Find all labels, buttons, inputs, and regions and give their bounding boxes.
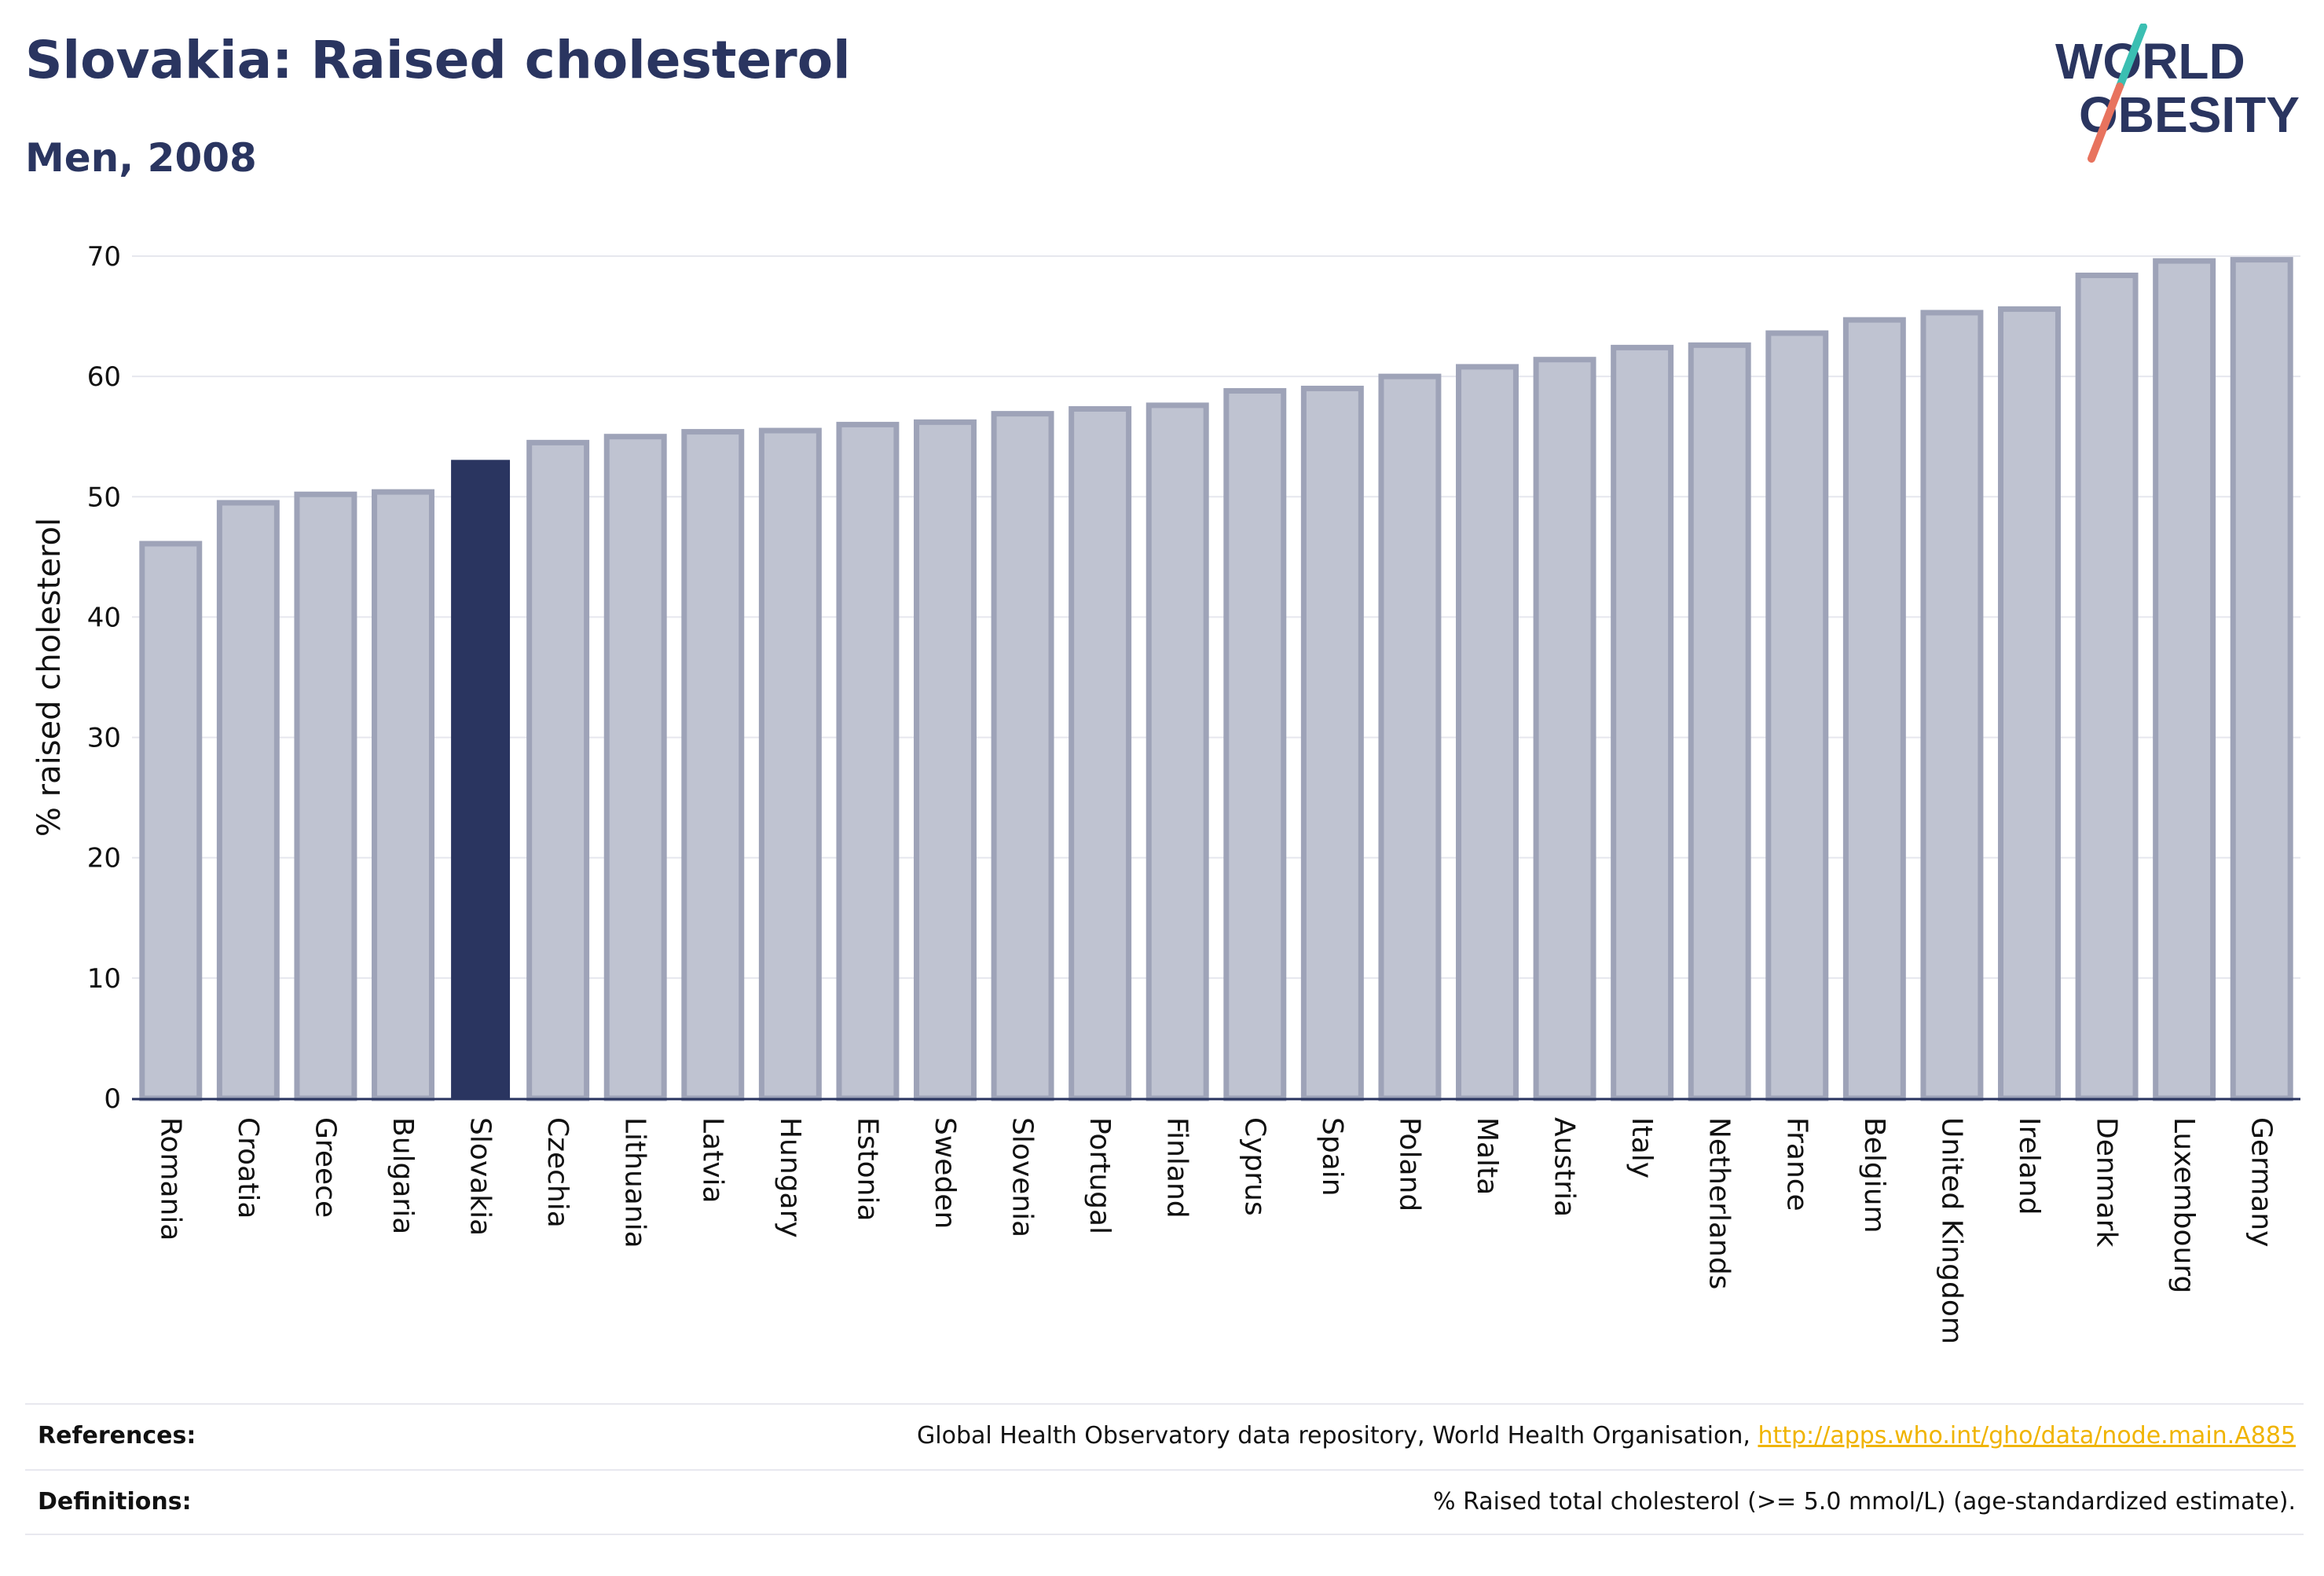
bar-latvia [681, 429, 745, 1101]
x-tick-label: Poland [1393, 1117, 1425, 1211]
references-row: References: Global Health Observatory da… [25, 1403, 2304, 1468]
bar-belgium [1842, 317, 1906, 1101]
y-tick-label: 40 [87, 602, 121, 633]
y-tick-label: 60 [87, 361, 121, 393]
references-value: Global Health Observatory data repositor… [917, 1422, 2296, 1450]
x-tick-label: Netherlands [1703, 1117, 1736, 1289]
bars [139, 257, 2293, 1101]
bar-slovakia [451, 460, 511, 1099]
x-tick-label: Lithuania [619, 1117, 651, 1248]
x-tick-label: Ireland [2013, 1117, 2045, 1215]
x-tick-label: Italy [1626, 1117, 1658, 1178]
x-tick-label: Finland [1161, 1117, 1193, 1219]
x-tick-label: Belgium [1858, 1117, 1890, 1233]
bar-united-kingdom [1920, 310, 1984, 1101]
y-tick-label: 30 [87, 723, 121, 754]
references-label: References: [38, 1422, 196, 1450]
x-tick-label: Estonia [851, 1117, 883, 1222]
x-tick-label: Slovenia [1006, 1117, 1039, 1237]
y-axis-label: % raised cholesterol [31, 518, 68, 837]
bar-hungary [758, 427, 822, 1101]
y-tick-label: 0 [104, 1083, 121, 1115]
x-tick-label: Croatia [232, 1117, 264, 1219]
references-link[interactable]: http://apps.who.int/gho/data/node.main.A… [1758, 1422, 2296, 1450]
x-tick-label: Luxembourg [2168, 1117, 2200, 1293]
x-axis-ticks: Romania Croatia Greece Bulgaria Slovakia Czec… [154, 1117, 2277, 1344]
definitions-label: Definitions: [38, 1488, 192, 1516]
x-tick-label: Spain [1316, 1117, 1348, 1197]
x-tick-label: Romania [154, 1117, 186, 1241]
bar-austria [1533, 357, 1596, 1101]
x-tick-label: Hungary [774, 1117, 806, 1238]
bar-portugal [1069, 405, 1132, 1101]
y-axis-ticks: 0 10 20 30 40 50 60 70 [87, 241, 121, 1115]
bar-romania [139, 541, 203, 1101]
bar-cyprus [1223, 388, 1287, 1101]
x-tick-label: Austria [1549, 1117, 1581, 1217]
bar-poland [1378, 373, 1442, 1101]
definitions-text: % Raised total cholesterol (>= 5.0 mmol/… [1433, 1488, 2296, 1516]
y-tick-label: 10 [87, 963, 121, 995]
logo-line1: WORLD [2055, 33, 2245, 90]
x-tick-label: Latvia [696, 1117, 728, 1204]
world-obesity-logo: WORLD OBESITY [2055, 24, 2300, 163]
bar-spain [1300, 385, 1364, 1101]
bar-france [1765, 330, 1829, 1101]
bar-slovenia [991, 411, 1054, 1101]
logo-slash-teal [2116, 24, 2147, 90]
x-tick-label: Sweden [929, 1117, 961, 1229]
bar-finland [1146, 402, 1209, 1101]
bar-ireland [1998, 306, 2061, 1101]
y-tick-label: 20 [87, 843, 121, 874]
x-tick-label: Slovakia [464, 1117, 497, 1236]
bar-germany [2230, 257, 2293, 1101]
bar-italy [1611, 344, 1674, 1101]
x-tick-label: Denmark [2091, 1117, 2123, 1248]
x-tick-label: Portugal [1083, 1117, 1116, 1234]
logo-slash-coral [2088, 82, 2124, 163]
bar-sweden [914, 419, 977, 1101]
bar-bulgaria [372, 489, 434, 1101]
x-tick-label: United Kingdom [1935, 1117, 1967, 1344]
x-tick-label: France [1780, 1117, 1813, 1211]
bar-denmark [2075, 273, 2139, 1101]
bar-luxembourg [2153, 258, 2216, 1101]
bar-greece [294, 491, 357, 1101]
definitions-row: Definitions: % Raised total cholesterol … [25, 1469, 2304, 1535]
x-tick-label: Czechia [541, 1117, 574, 1228]
y-tick-label: 50 [87, 482, 121, 513]
y-tick-label: 70 [87, 241, 121, 273]
x-tick-label: Greece [309, 1117, 341, 1218]
bar-estonia [836, 421, 900, 1101]
chart-subtitle: Men, 2008 [25, 135, 257, 181]
x-tick-label: Malta [1471, 1117, 1503, 1195]
x-tick-label: Bulgaria [387, 1117, 419, 1234]
references-text: Global Health Observatory data repositor… [917, 1422, 1758, 1450]
bar-lithuania [603, 434, 667, 1101]
bar-chart: 0 10 20 30 40 50 60 70 Romania Croatia Greece Bulg… [31, 241, 2300, 1344]
chart-title: Slovakia: Raised cholesterol [25, 30, 851, 90]
x-tick-label: Cyprus [1238, 1117, 1270, 1216]
x-tick-label: Germany [2245, 1117, 2278, 1247]
bar-netherlands [1688, 342, 1751, 1101]
bar-czechia [526, 439, 590, 1101]
bar-malta [1456, 364, 1519, 1101]
bar-croatia [216, 500, 280, 1101]
